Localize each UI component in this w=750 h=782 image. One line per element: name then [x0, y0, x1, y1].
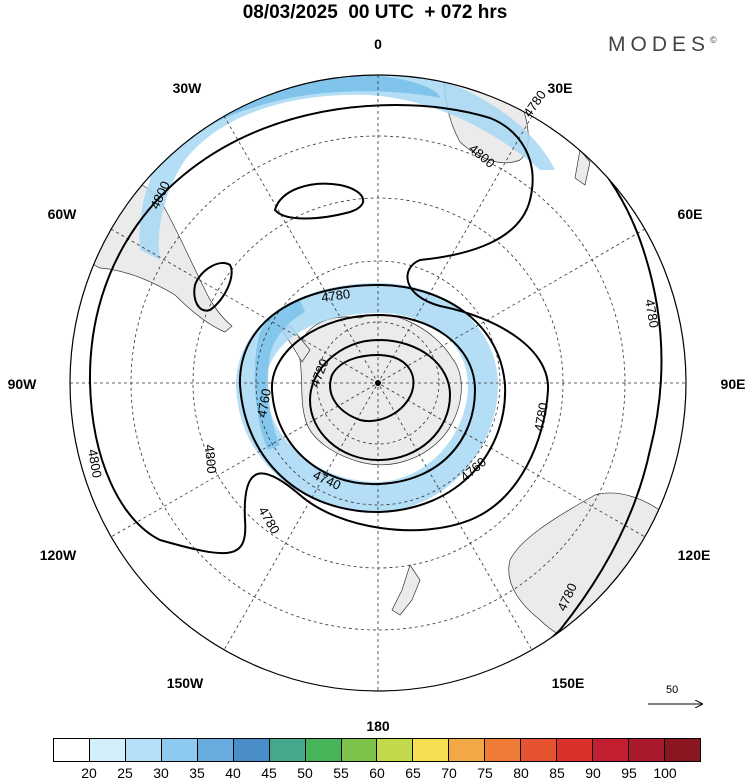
lon-label-150e: 150E [552, 675, 585, 691]
colorbar-tick-label: 70 [441, 765, 457, 781]
contour-4720-ring [329, 353, 415, 423]
colorbar-tick-label: 60 [369, 765, 385, 781]
colorbar-swatch [233, 739, 270, 761]
colorbar-tick-label: 90 [585, 765, 601, 781]
contour-4800-small [193, 262, 233, 312]
colorbar-tick-label: 65 [405, 765, 421, 781]
colorbar-tick-label: 95 [621, 765, 637, 781]
colorbar-tick-label: 100 [653, 765, 677, 781]
colorbar-swatch [629, 739, 665, 761]
longitude-labels: 0 30E 60E 90E 120E 150E 180 150W 120W 90… [8, 36, 746, 734]
contour-4800-closed [273, 182, 365, 220]
lon-label-0: 0 [374, 36, 382, 52]
colorbar-tick-label: 45 [261, 765, 277, 781]
contour-label: 4800 [202, 444, 219, 474]
colorbar-tick-label: 85 [549, 765, 565, 781]
colorbar-tick-label: 75 [477, 765, 493, 781]
contour-4780-ring [238, 283, 507, 514]
lon-label-60e: 60E [678, 206, 703, 222]
colorbar-swatch [521, 739, 558, 761]
lon-label-90e: 90E [721, 376, 746, 392]
contour-4760-ring [270, 313, 477, 486]
lon-label-150w: 150W [167, 675, 204, 691]
colorbar-tick-label: 25 [117, 765, 133, 781]
lon-label-180: 180 [366, 718, 390, 734]
colorbar-swatch [485, 739, 522, 761]
lon-label-30w: 30W [173, 80, 203, 96]
colorbar-tick-label: 30 [153, 765, 169, 781]
lon-label-60w: 60W [48, 206, 78, 222]
colorbar-tick-label: 55 [333, 765, 349, 781]
colorbar-tick-label: 80 [513, 765, 529, 781]
colorbar [53, 738, 701, 762]
wind-jet-south-atlantic [139, 75, 555, 260]
brand-name: MODES [608, 33, 711, 56]
australia-land [508, 492, 686, 665]
colorbar-tick-label: 20 [81, 765, 97, 781]
colorbar-swatch [413, 739, 450, 761]
contour-label: 4780 [531, 401, 551, 432]
lon-label-120w: 120W [40, 547, 77, 563]
wind-ring-core [254, 300, 305, 450]
contour-4800-outer [88, 104, 550, 555]
colorbar-swatch [557, 739, 594, 761]
height-contours [88, 91, 663, 691]
contour-label: 4780 [520, 87, 549, 119]
contour-4740-ring [308, 338, 452, 462]
antarctica-land [299, 314, 462, 466]
contour-label: 4780 [642, 298, 662, 329]
colorbar-swatch [89, 739, 126, 761]
colorbar-ticks: 20 25 30 35 40 45 50 55 60 65 70 75 80 85 90 95 100 [53, 765, 701, 781]
colorbar-swatch [449, 739, 486, 761]
colorbar-tick-label: 40 [225, 765, 241, 781]
colorbar-swatch [341, 739, 378, 761]
colorbar-swatch [664, 739, 700, 761]
brand-logo: MODES© [608, 33, 717, 57]
madagascar-land [574, 149, 591, 186]
map-title: 08/03/2025 00 UTC + 072 hrs [242, 2, 508, 23]
lon-label-120e: 120E [678, 547, 711, 563]
contour-4780-outer [313, 91, 663, 691]
colorbar-swatch [593, 739, 629, 761]
colorbar-tick-label: 35 [189, 765, 205, 781]
wind-shading [139, 75, 555, 512]
colorbar-swatch [54, 739, 90, 761]
colorbar-swatch [305, 739, 342, 761]
colorbar-swatch [161, 739, 198, 761]
contour-label: 4760 [254, 387, 274, 418]
contour-label: 4800 [85, 448, 105, 479]
colorbar-swatch [377, 739, 414, 761]
contour-label: 4780 [255, 504, 282, 537]
pole-marker [375, 380, 381, 386]
colorbar-swatch [197, 739, 234, 761]
map-boundary [69, 74, 687, 692]
reference-vector-label: 50 [666, 684, 679, 696]
new-zealand-land [391, 564, 421, 616]
colorbar-swatch [269, 739, 306, 761]
colorbar-swatch [125, 739, 162, 761]
lon-label-30e: 30E [548, 80, 573, 96]
contour-label: 4780 [320, 286, 351, 305]
wind-jet-core [190, 75, 440, 135]
colorbar-tick-label: 50 [297, 765, 313, 781]
brand-mark: © [710, 35, 717, 45]
lon-label-90w: 90W [8, 376, 38, 392]
